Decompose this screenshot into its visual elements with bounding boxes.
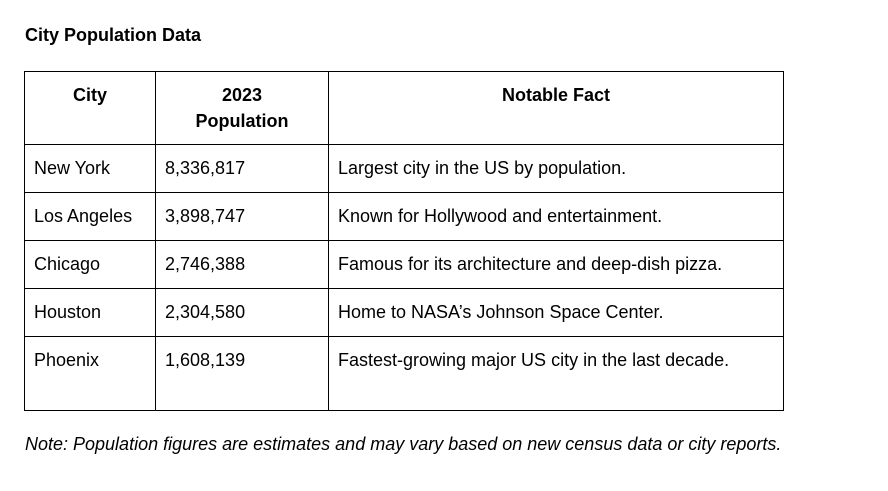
cell-population: 2,746,388 [155,240,329,289]
table-row: Los Angeles 3,898,747 Known for Hollywoo… [24,192,784,241]
city-population-table: City 2023 Population Notable Fact New Yo… [24,71,784,411]
cell-fact: Largest city in the US by population. [328,144,784,193]
cell-population: 3,898,747 [155,192,329,241]
cell-population: 2,304,580 [155,288,329,337]
table-row: Houston 2,304,580 Home to NASA’s Johnson… [24,288,784,337]
cell-fact: Famous for its architecture and deep-dis… [328,240,784,289]
cell-fact: Known for Hollywood and entertainment. [328,192,784,241]
table-header-row: City 2023 Population Notable Fact [24,71,784,145]
cell-fact: Home to NASA’s Johnson Space Center. [328,288,784,337]
document-title: City Population Data [25,25,202,45]
table-row: New York 8,336,817 Largest city in the U… [24,144,784,193]
cell-city: Houston [24,288,156,337]
cell-city: Chicago [24,240,156,289]
header-population: 2023 Population [155,71,329,145]
table-row: Chicago 2,746,388 Famous for its archite… [24,240,784,289]
cell-population: 1,608,139 [155,336,329,411]
cell-city: New York [24,144,156,193]
cell-city: Phoenix [24,336,156,411]
table-row: Phoenix 1,608,139 Fastest-growing major … [24,336,784,411]
header-notable-fact: Notable Fact [328,71,784,145]
cell-city: Los Angeles [24,192,156,241]
cell-population: 8,336,817 [155,144,329,193]
header-city: City [24,71,156,145]
cell-fact: Fastest-growing major US city in the las… [328,336,784,411]
header-population-label: 2023 Population [195,85,289,131]
table-note: Note: Population figures are estimates a… [25,434,782,454]
